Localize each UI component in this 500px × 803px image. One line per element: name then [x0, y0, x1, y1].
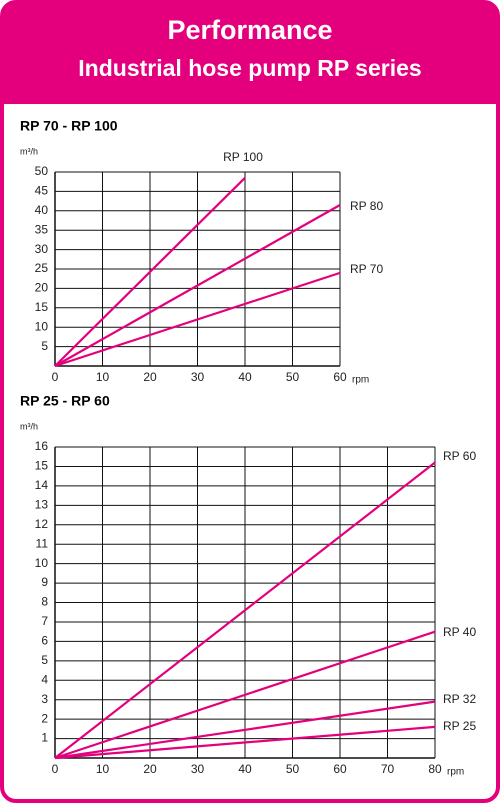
x-tick-label: 50	[286, 762, 300, 776]
series-line	[54, 204, 341, 367]
x-tick-label: 70	[381, 762, 395, 776]
y-tick-label: 5	[41, 339, 48, 353]
x-axis-label: rpm	[352, 375, 369, 386]
series-line	[54, 725, 436, 760]
line-label: RP 100	[223, 150, 263, 164]
y-tick-label: 45	[35, 184, 49, 198]
y-tick-label: 4	[41, 672, 48, 686]
y-tick-label: 6	[41, 634, 48, 648]
x-tick-label: 20	[143, 370, 157, 384]
y-tick-label: 11	[36, 536, 49, 550]
y-tick-label: 50	[35, 164, 49, 178]
x-tick-label: 10	[96, 370, 110, 384]
y-tick-label: 5	[41, 653, 48, 667]
x-tick-label: 30	[191, 762, 205, 776]
series-line	[54, 271, 341, 368]
x-tick-label: 30	[191, 370, 205, 384]
y-tick-label: 12	[35, 517, 49, 531]
series-line	[54, 461, 436, 759]
y-tick-label: 16	[35, 439, 49, 453]
y-tick-label: 3	[41, 692, 48, 706]
series-line	[54, 630, 436, 760]
y-tick-label: 14	[35, 478, 49, 492]
x-tick-label: 10	[96, 762, 110, 776]
y-tick-label: 9	[41, 575, 48, 589]
line-label: RP 40	[443, 625, 476, 639]
line-label: RP 32	[443, 692, 476, 706]
y-tick-label: 15	[35, 300, 49, 314]
header-subtitle: Industrial hose pump RP series	[78, 55, 421, 81]
line-label: RP 80	[350, 199, 383, 213]
series-line	[54, 700, 436, 760]
line-label: RP 25	[443, 719, 476, 733]
x-tick-label: 0	[52, 762, 59, 776]
x-tick-label: 40	[238, 762, 252, 776]
x-axis-label: rpm	[447, 767, 464, 778]
y-tick-label: 8	[41, 595, 48, 609]
x-tick-label: 60	[333, 370, 347, 384]
y-tick-label: 25	[35, 261, 49, 275]
y-tick-label: 10	[35, 556, 49, 570]
line-label: RP 70	[350, 262, 383, 276]
y-tick-label: 40	[35, 203, 49, 217]
y-tick-label: 10	[35, 319, 49, 333]
header-title: Performance	[167, 15, 332, 45]
header-band	[2, 2, 498, 104]
y-tick-label: 35	[35, 222, 49, 236]
y-tick-label: 13	[35, 497, 49, 511]
x-tick-label: 40	[238, 370, 252, 384]
y-tick-label: 7	[41, 614, 48, 628]
series-line	[54, 177, 246, 367]
x-tick-label: 0	[52, 370, 59, 384]
y-axis-label: m³/h	[20, 146, 38, 156]
y-tick-label: 15	[35, 459, 49, 473]
line-label: RP 60	[443, 449, 476, 463]
y-axis-label: m³/h	[20, 421, 38, 431]
x-tick-label: 20	[143, 762, 157, 776]
x-tick-label: 60	[333, 762, 347, 776]
x-tick-label: 50	[286, 370, 300, 384]
y-tick-label: 2	[41, 711, 48, 725]
y-tick-label: 20	[35, 281, 49, 295]
chart-title: RP 25 - RP 60	[20, 393, 110, 409]
x-tick-label: 80	[428, 762, 442, 776]
y-tick-label: 1	[41, 731, 48, 745]
chart-title: RP 70 - RP 100	[20, 118, 118, 134]
y-tick-label: 30	[35, 242, 49, 256]
